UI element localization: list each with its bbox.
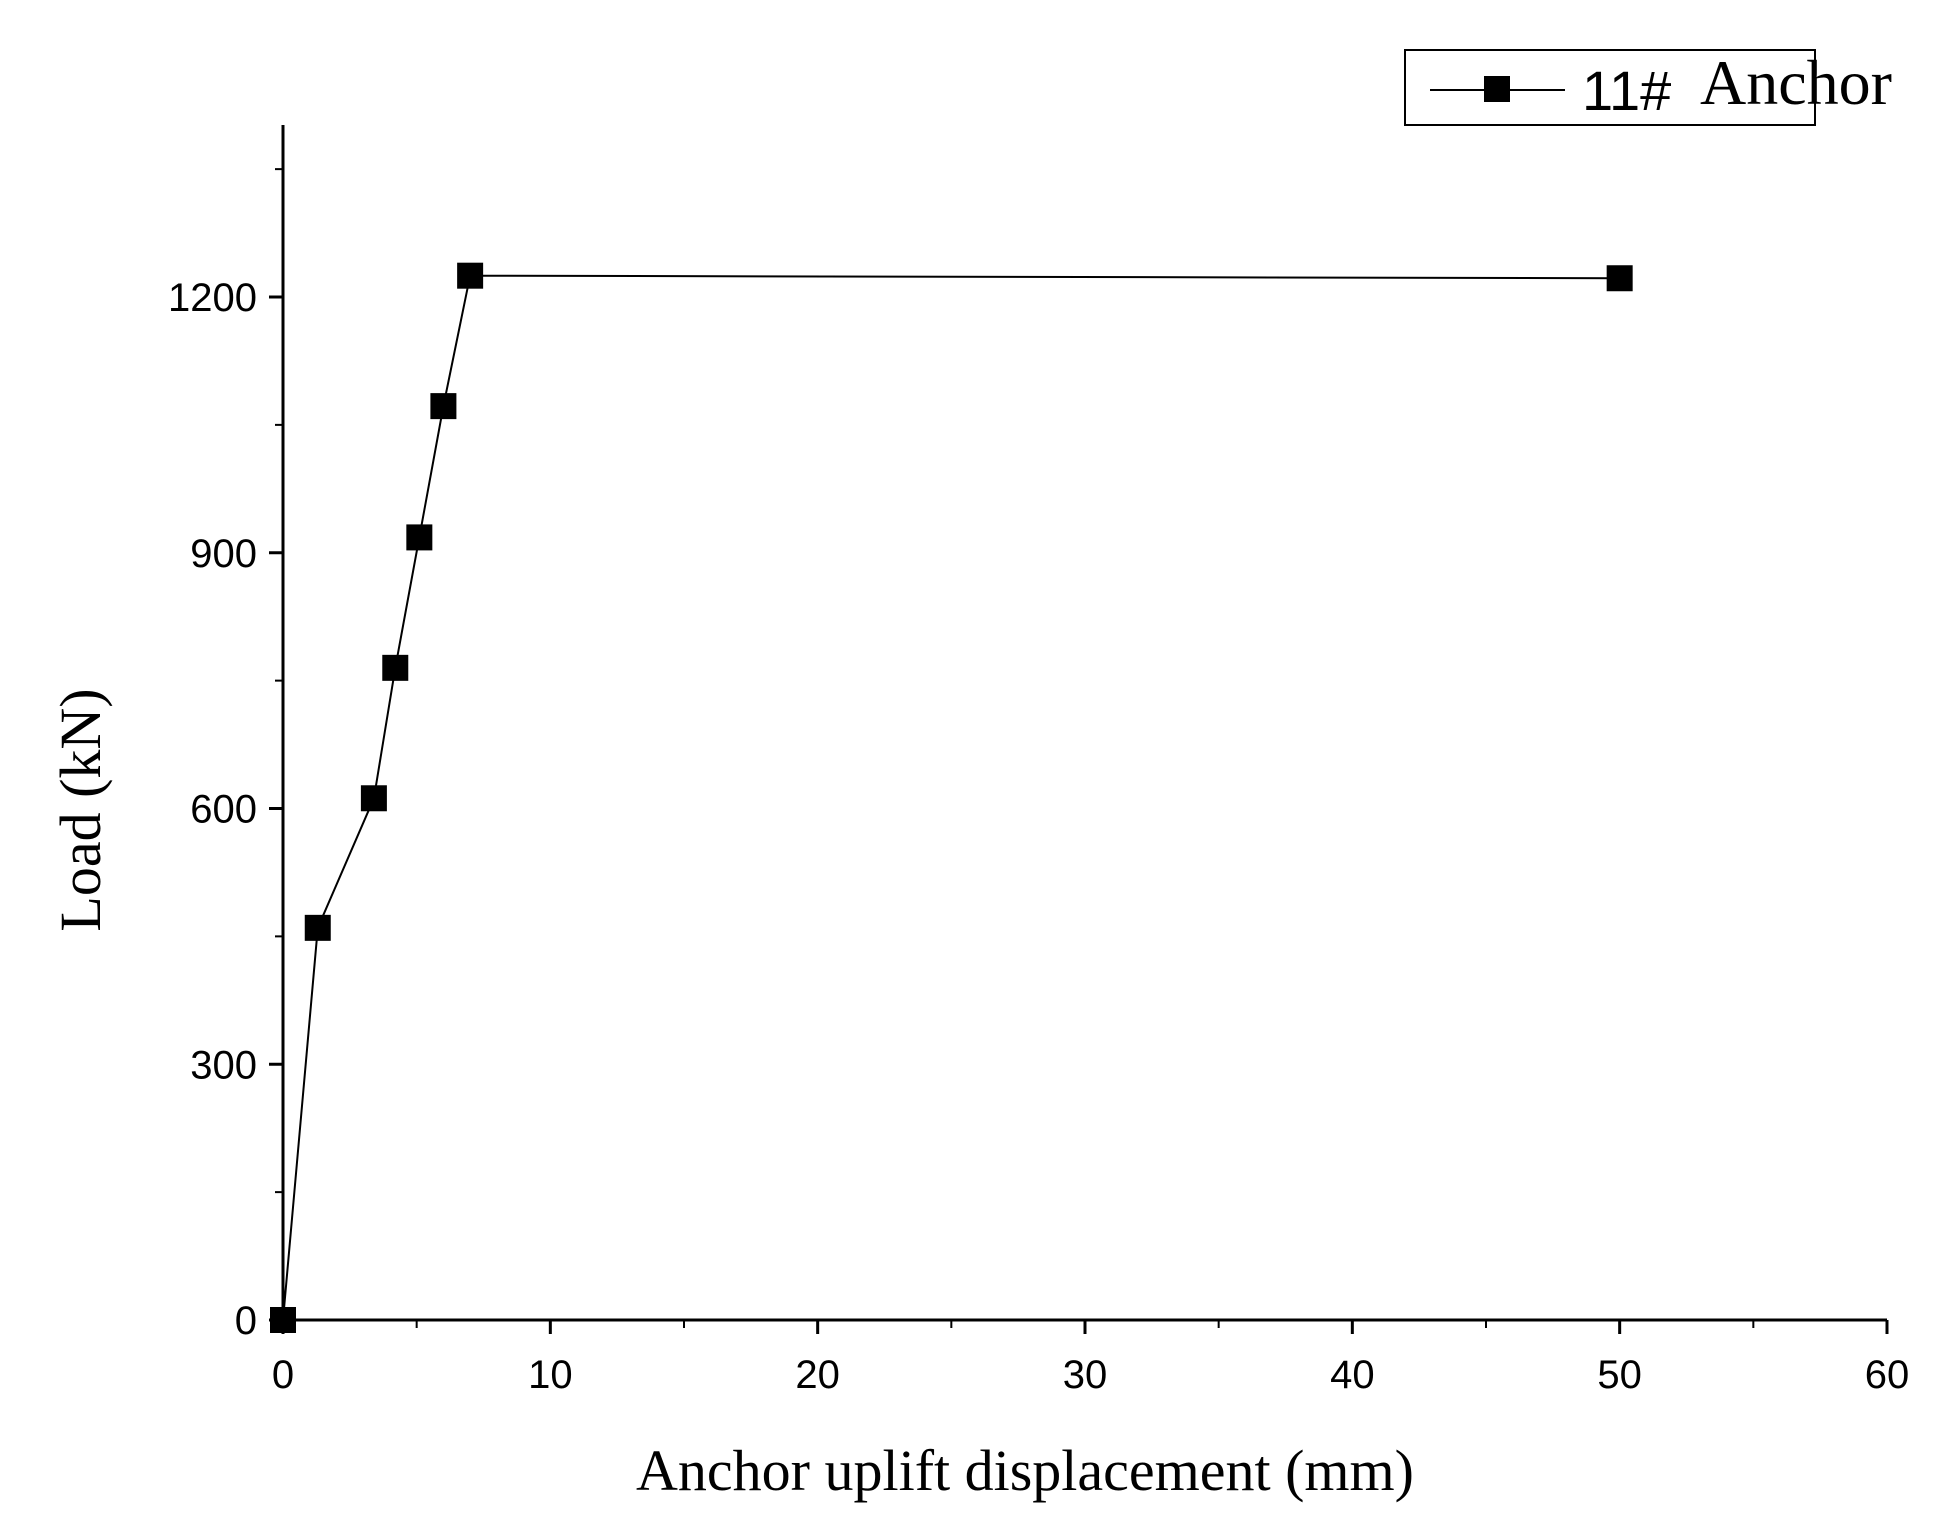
x-tick-label: 40 [1330, 1353, 1375, 1397]
data-point-marker [457, 262, 484, 289]
data-point-marker [1606, 265, 1633, 292]
x-tick-label: 20 [795, 1353, 840, 1397]
x-tick-label: 10 [528, 1353, 573, 1397]
legend-label-word: Anchor [1700, 47, 1892, 118]
y-tick-label: 600 [190, 788, 257, 832]
y-tick-label: 0 [235, 1299, 257, 1343]
data-point-marker [304, 914, 331, 941]
legend-box [1404, 49, 1816, 126]
series-line [282, 274, 1620, 1321]
x-tick-label: 60 [1865, 1353, 1910, 1397]
y-tick-label: 900 [190, 532, 257, 576]
data-point-marker [406, 524, 433, 551]
y-axis-title: Load (kN) [48, 688, 113, 931]
data-point-marker [430, 393, 457, 420]
series-layer [270, 262, 1633, 1333]
x-tick-label: 0 [272, 1353, 294, 1397]
y-tick-label: 1200 [168, 276, 257, 320]
legend-label-number: 11# [1582, 59, 1671, 122]
x-tick-label: 30 [1063, 1353, 1108, 1397]
data-point-marker [382, 654, 409, 681]
legend: 11# Anchor [1404, 47, 1892, 126]
x-axis-title: Anchor uplift displacement (mm) [636, 1438, 1414, 1503]
y-tick-label: 300 [190, 1043, 257, 1087]
x-tick-label: 50 [1597, 1353, 1642, 1397]
data-point-marker [360, 785, 387, 812]
legend-marker [1484, 76, 1510, 102]
data-point-marker [270, 1307, 296, 1333]
